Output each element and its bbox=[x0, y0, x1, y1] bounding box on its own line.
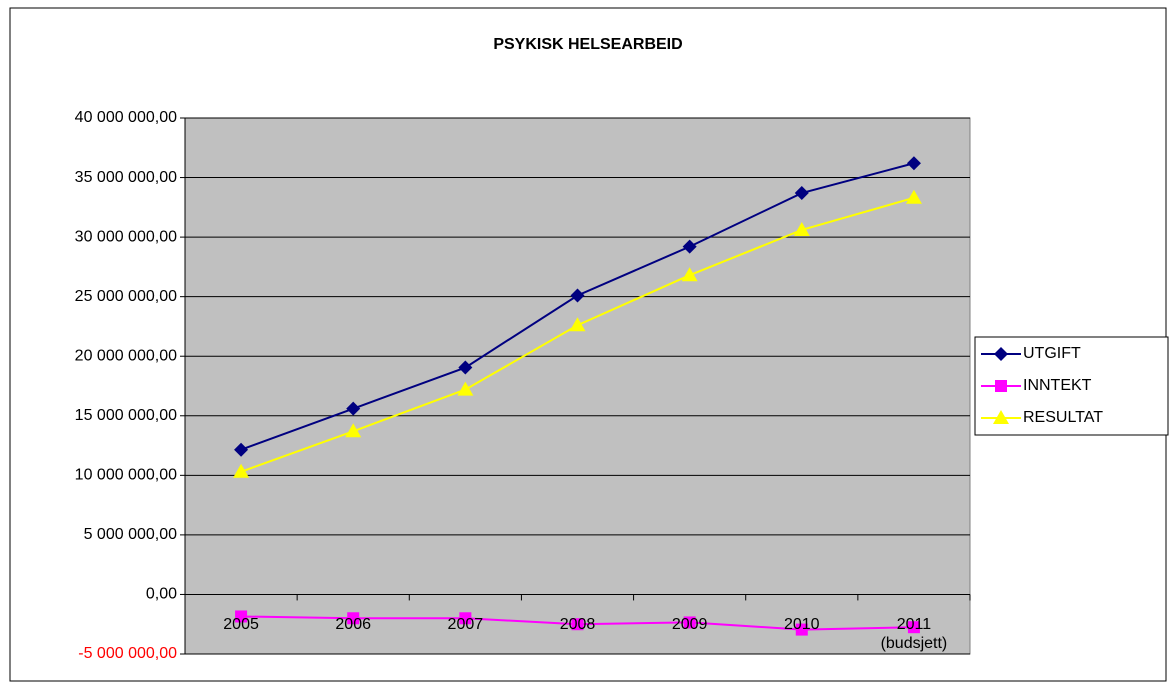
legend-label: INNTEKT bbox=[1023, 377, 1092, 394]
x-tick-label: 2008 bbox=[559, 616, 596, 634]
marker bbox=[346, 401, 361, 416]
chart-title: PSYKISK HELSEARBEID bbox=[493, 36, 682, 53]
y-tick-label: 40 000 000,00 bbox=[75, 109, 177, 126]
marker bbox=[994, 347, 1008, 361]
y-tick-label: 5 000 000,00 bbox=[84, 526, 178, 543]
x-tick-label: 2007 bbox=[447, 616, 484, 634]
x-tick-label: 2005 bbox=[223, 616, 259, 634]
y-tick-label: 10 000 000,00 bbox=[75, 467, 177, 484]
y-tick-label: 35 000 000,00 bbox=[75, 169, 177, 186]
marker bbox=[906, 156, 921, 171]
marker bbox=[233, 463, 250, 478]
marker bbox=[682, 239, 697, 254]
marker bbox=[458, 360, 473, 375]
y-tick-label: 15 000 000,00 bbox=[75, 407, 177, 424]
marker bbox=[457, 381, 474, 396]
marker bbox=[347, 612, 360, 625]
marker bbox=[571, 618, 584, 631]
plot-area bbox=[184, 117, 971, 655]
marker bbox=[993, 410, 1009, 424]
marker bbox=[793, 221, 810, 236]
marker bbox=[235, 610, 248, 623]
x-tick-label: 2011 (budsjett) bbox=[880, 616, 948, 653]
marker bbox=[681, 267, 698, 282]
marker bbox=[794, 186, 809, 201]
x-tick-label: 2009 bbox=[671, 616, 708, 634]
y-tick-label: 30 000 000,00 bbox=[75, 228, 177, 245]
marker bbox=[907, 621, 920, 634]
legend-label: RESULTAT bbox=[1023, 409, 1103, 426]
y-tick-label: 20 000 000,00 bbox=[75, 347, 177, 364]
marker bbox=[795, 623, 808, 636]
y-tick-label: 25 000 000,00 bbox=[75, 288, 177, 305]
x-tick-label: 2006 bbox=[335, 616, 371, 634]
marker bbox=[234, 442, 249, 457]
legend-label: UTGIFT bbox=[1023, 345, 1081, 362]
x-tick-label: 2010 bbox=[783, 616, 820, 634]
marker bbox=[345, 423, 362, 438]
marker bbox=[995, 380, 1007, 392]
marker bbox=[459, 612, 472, 625]
marker bbox=[569, 317, 586, 332]
y-tick-label: 0,00 bbox=[146, 586, 177, 603]
marker bbox=[570, 288, 585, 303]
y-tick-label: -5 000 000,00 bbox=[78, 645, 177, 662]
marker bbox=[905, 189, 922, 204]
marker bbox=[683, 616, 696, 629]
